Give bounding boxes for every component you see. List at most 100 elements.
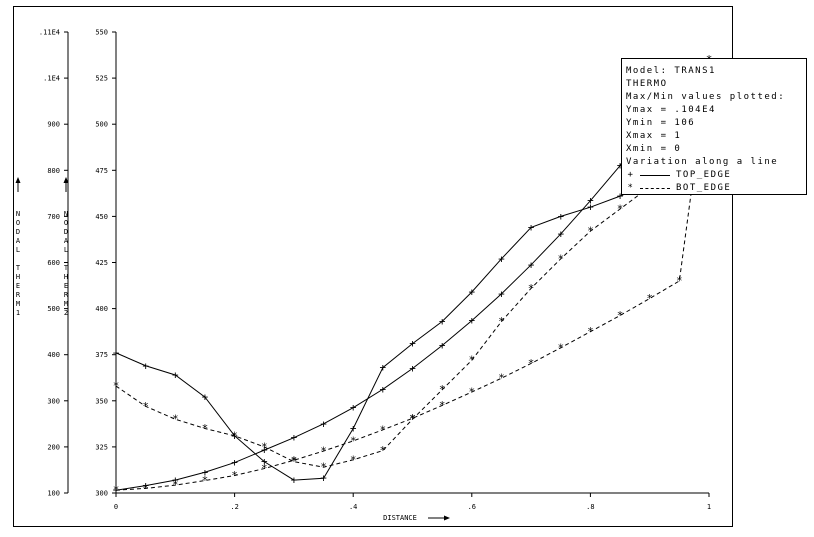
right-y-label-char: 2	[64, 309, 68, 317]
data-point-bot-edge-left: *	[498, 372, 505, 385]
data-point-top-edge-right: +	[172, 368, 179, 381]
data-point-top-edge-right: +	[320, 472, 327, 485]
right-y-tick-label: 525	[95, 75, 108, 83]
legend-variation: Variation along a line	[626, 157, 779, 167]
data-point-bot-edge-right: *	[498, 315, 505, 328]
left-y-tick-label: 600	[47, 259, 60, 267]
data-point-bot-edge-left: *	[380, 423, 387, 436]
data-point-bot-edge-left: *	[617, 309, 624, 322]
data-point-bot-edge-right: *	[468, 354, 475, 367]
data-point-bot-edge-right: *	[587, 225, 594, 238]
data-point-top-edge-right: +	[142, 359, 149, 372]
data-point-bot-edge-right: *	[409, 413, 416, 426]
legend-label-top-edge: TOP_EDGE	[676, 170, 732, 180]
legend-entry-top-edge: + TOP_EDGE	[626, 169, 806, 182]
legend-model: Model: TRANS1	[626, 66, 716, 76]
data-point-bot-edge-left: *	[646, 292, 653, 305]
x-axis-label: DISTANCE	[383, 514, 417, 522]
left-y-tick-label: 900	[47, 121, 60, 129]
data-point-top-edge-right: +	[617, 190, 624, 203]
x-tick-label: 1	[707, 503, 711, 511]
series-line-top-edge-left	[115, 128, 651, 491]
left-y-label-char: D	[16, 228, 20, 236]
data-point-top-edge-left: +	[409, 362, 416, 375]
data-point-bot-edge-left: *	[676, 274, 683, 287]
data-point-bot-edge-right: *	[557, 252, 564, 265]
data-point-top-edge-left: +	[231, 456, 238, 469]
legend-box: Model: TRANS1 THERMO Max/Min values plot…	[621, 58, 807, 195]
legend-xmax: Xmax = 1	[626, 131, 682, 141]
solid-line-swatch	[640, 175, 670, 176]
data-point-bot-edge-right: *	[350, 453, 357, 466]
legend-label-bot-edge: BOT_EDGE	[676, 183, 732, 193]
data-point-bot-edge-left: *	[261, 462, 268, 475]
data-point-top-edge-left: +	[142, 479, 149, 492]
legend-ymax: Ymax = .104E4	[626, 105, 716, 115]
data-point-top-edge-left: +	[439, 339, 446, 352]
right-y-label-char: D	[64, 228, 68, 236]
left-y-label-char: L	[16, 246, 20, 254]
x-tick-label: .4	[349, 503, 357, 511]
data-point-bot-edge-left: *	[468, 386, 475, 399]
data-point-bot-edge-right: *	[261, 440, 268, 453]
data-point-top-edge-right: +	[291, 474, 298, 487]
right-y-label-char: O	[64, 219, 68, 227]
x-tick-label: .6	[468, 503, 476, 511]
x-arrowhead-icon	[444, 515, 450, 521]
data-point-top-edge-right: +	[202, 391, 209, 404]
data-point-bot-edge-right: *	[380, 444, 387, 457]
data-point-top-edge-right: +	[468, 286, 475, 299]
right-y-label-char: L	[64, 246, 68, 254]
left-y-label-char: N	[16, 210, 20, 218]
data-point-top-edge-left: +	[380, 383, 387, 396]
series-line-bot-edge-left	[115, 59, 710, 491]
right-y-label-char: R	[64, 291, 69, 299]
left-y-label-char: H	[16, 273, 20, 281]
plus-marker-icon: +	[627, 170, 635, 180]
data-point-bot-edge-right: *	[113, 380, 120, 393]
right-y-tick-label: 400	[95, 305, 108, 313]
right-y-label-char: E	[64, 282, 68, 290]
data-point-bot-edge-left: *	[557, 341, 564, 354]
right-y-label-char: H	[64, 273, 68, 281]
data-point-bot-edge-right: *	[202, 422, 209, 435]
data-point-top-edge-left: +	[202, 466, 209, 479]
data-point-bot-edge-left: *	[202, 474, 209, 487]
data-point-bot-edge-left: *	[439, 399, 446, 412]
data-point-bot-edge-left: *	[231, 469, 238, 482]
data-point-bot-edge-right: *	[142, 400, 149, 413]
data-point-bot-edge-right: *	[617, 203, 624, 216]
left-y-tick-label: 100	[47, 490, 60, 498]
plot-frame	[13, 6, 733, 527]
data-point-bot-edge-right: *	[291, 455, 298, 468]
data-point-top-edge-left: +	[468, 314, 475, 327]
left-y-label-char: O	[16, 219, 20, 227]
left-y-tick-label: 500	[47, 305, 60, 313]
data-point-bot-edge-left: *	[291, 454, 298, 467]
star-marker-icon: *	[627, 183, 635, 193]
left-y-tick-label: 400	[47, 351, 60, 359]
right-y-tick-label: 425	[95, 259, 108, 267]
data-point-bot-edge-left: *	[409, 412, 416, 425]
data-point-bot-edge-right: *	[231, 429, 238, 442]
data-point-top-edge-right: +	[498, 252, 505, 265]
left-y-label-char: M	[16, 300, 20, 308]
data-point-bot-edge-left: *	[113, 484, 120, 497]
legend-xmin: Xmin = 0	[626, 144, 682, 154]
data-point-top-edge-left: +	[587, 194, 594, 207]
left-y-label-char: E	[16, 282, 20, 290]
axes-layer: 100200300400500600700800900.1E4.11E4NODA…	[15, 29, 711, 522]
left-y-tick-label: 300	[47, 397, 60, 405]
data-point-top-edge-right: +	[113, 346, 120, 359]
right-y-tick-label: 300	[95, 490, 108, 498]
left-y-label-char: R	[16, 291, 21, 299]
data-point-bot-edge-left: *	[142, 482, 149, 495]
legend-entry-bot-edge: * BOT_EDGE	[626, 182, 806, 195]
data-point-bot-edge-right: *	[172, 413, 179, 426]
right-y-label-char: N	[64, 210, 68, 218]
x-tick-label: .2	[230, 503, 238, 511]
data-point-top-edge-left: +	[261, 444, 268, 457]
data-point-bot-edge-left: *	[172, 479, 179, 492]
data-point-bot-edge-left: *	[320, 445, 327, 458]
right-y-tick-label: 500	[95, 121, 108, 129]
